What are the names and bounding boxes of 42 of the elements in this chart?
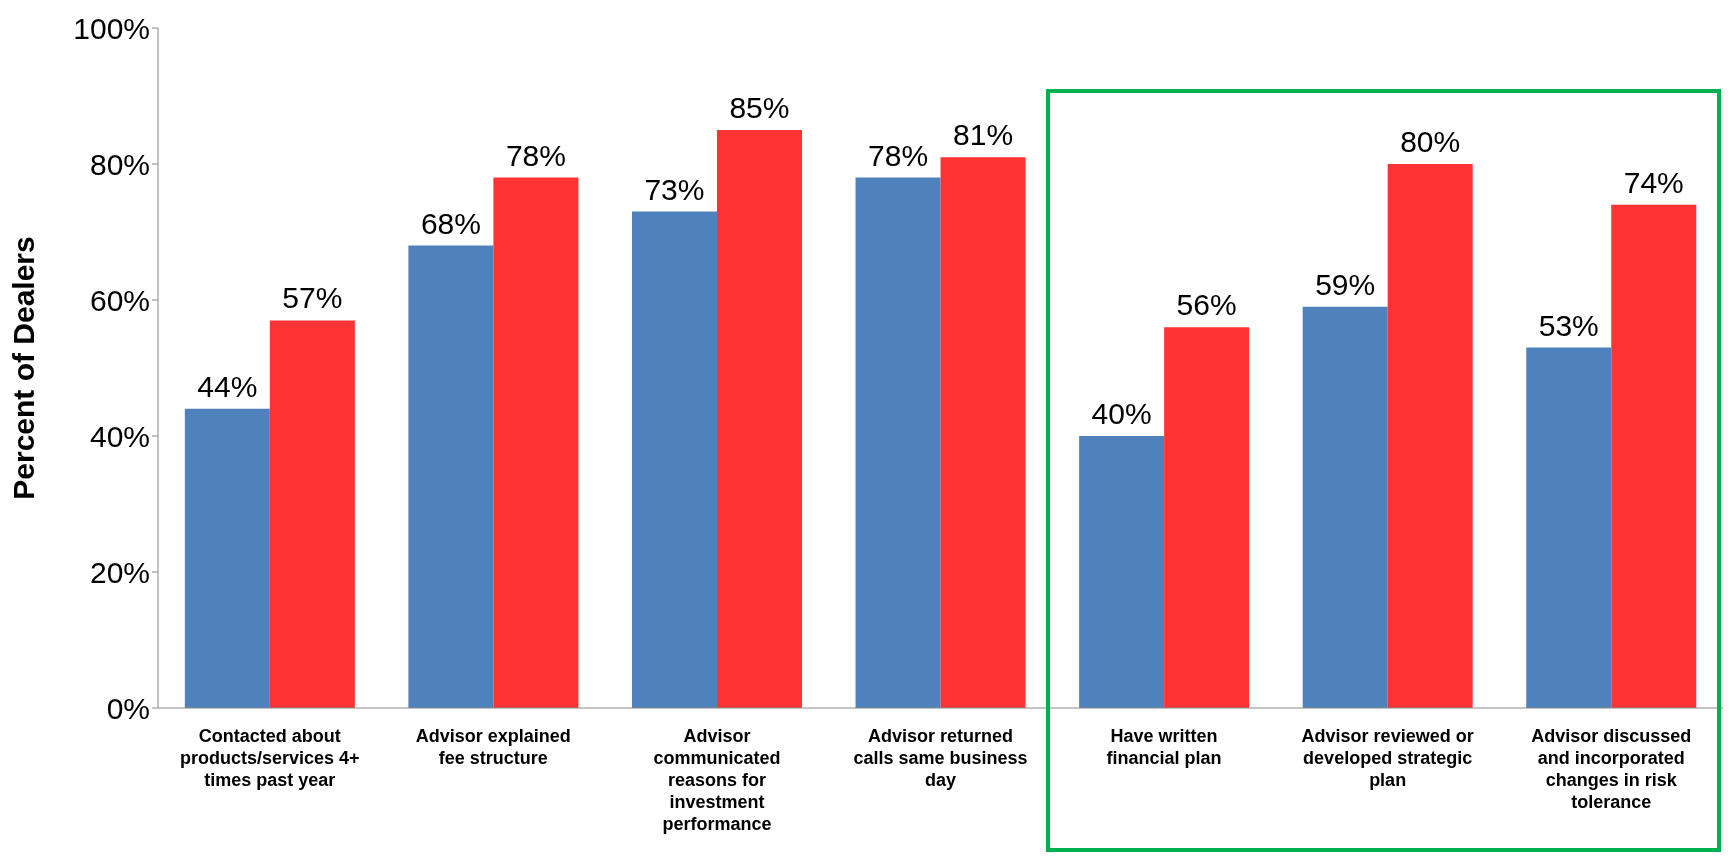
data-label: 78% [868,138,929,172]
bar [940,157,1026,708]
data-label: 44% [197,369,258,403]
data-label: 56% [1176,288,1237,322]
x-tick-label: Advisor discussed and incorporated changes in risk tolerance [1531,726,1692,812]
data-label: 40% [1091,397,1152,430]
data-label: 80% [1400,125,1461,158]
data-label: 57% [282,281,343,315]
data-label: 59% [1315,267,1376,301]
y-tick-label: 100% [73,11,150,45]
x-tick-label: Contacted about products/services 4+ times past year [179,726,360,790]
bar [184,408,270,708]
data-label: 74% [1623,165,1684,199]
bar [631,211,717,708]
data-label: 78% [505,138,566,172]
bar [855,177,941,708]
data-label: 81% [953,118,1014,152]
bar [1611,204,1697,708]
bar [408,245,494,708]
y-tick-label: 60% [89,283,150,317]
bar [1079,436,1165,708]
bar [716,130,802,708]
bar [1164,327,1250,708]
x-tick-label: Advisor communicated reasons for investment performance [653,726,781,834]
data-label: 53% [1538,308,1599,342]
y-tick-label: 80% [89,147,150,181]
y-axis-title: Percent of Dealers [6,236,40,500]
bar [1526,347,1612,708]
x-tick-label: Advisor returned calls same business day [853,726,1028,790]
x-tick-label: Advisor reviewed or developed strategic plan [1301,726,1474,790]
x-tick-label: Have written financial plan [1106,726,1222,768]
y-tick-label: 20% [89,555,150,589]
bar [269,320,355,708]
data-label: 73% [644,172,705,206]
bar [1387,164,1473,708]
data-label: 68% [420,206,481,240]
y-tick-label: 0% [106,691,150,725]
y-tick-label: 40% [89,419,150,453]
x-tick-label: Advisor explained fee structure [415,726,571,768]
bar [493,177,579,708]
data-label: 85% [729,91,790,124]
bar [1302,306,1388,708]
